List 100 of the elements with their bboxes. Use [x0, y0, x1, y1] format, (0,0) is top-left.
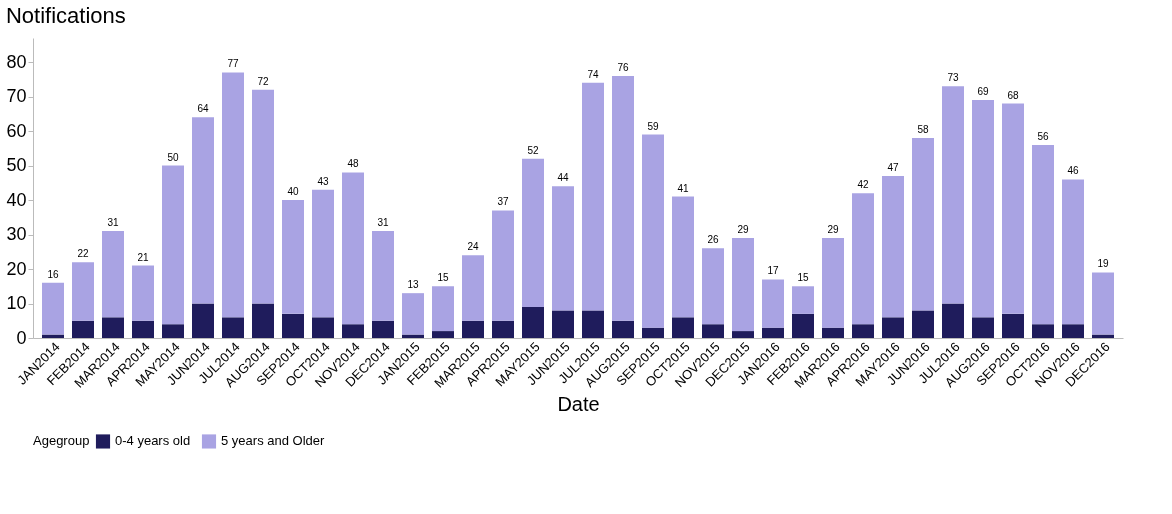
- bar: [642, 134, 664, 328]
- bar: [822, 238, 844, 328]
- bar: [642, 327, 664, 338]
- x-axis-title: Date: [557, 392, 600, 415]
- bar: [852, 324, 874, 338]
- bar: [792, 286, 814, 314]
- bar: [732, 331, 754, 338]
- bar: [432, 286, 454, 332]
- total-label: 13: [407, 279, 419, 291]
- bar: [192, 303, 214, 338]
- bar: [282, 313, 304, 338]
- bar: [432, 331, 454, 338]
- bar: [672, 317, 694, 338]
- bar: [342, 324, 364, 338]
- total-label: 41: [677, 182, 689, 194]
- total-label: 74: [587, 68, 599, 80]
- total-label: 52: [527, 144, 539, 156]
- total-label: 17: [767, 265, 779, 277]
- total-label: 50: [167, 151, 179, 163]
- total-label: 69: [977, 86, 989, 98]
- total-label: 29: [737, 224, 749, 235]
- bar: [1092, 272, 1114, 335]
- bar: [462, 320, 484, 338]
- bar: [612, 320, 634, 338]
- total-label: 48: [347, 158, 359, 170]
- bar: [882, 317, 904, 338]
- bar: [162, 324, 184, 338]
- bar: [252, 303, 274, 338]
- bar: [522, 306, 544, 338]
- bar: [162, 165, 184, 325]
- y-tick-label: 40: [6, 189, 27, 210]
- total-label: 40: [287, 186, 299, 198]
- y-tick-label: 10: [6, 293, 27, 314]
- bar: [1032, 324, 1054, 338]
- bar: [912, 310, 934, 338]
- bar: [492, 320, 514, 338]
- bar: [582, 82, 604, 311]
- bar: [552, 186, 574, 311]
- bar: [702, 248, 724, 325]
- total-label: 56: [1037, 130, 1049, 142]
- total-label: 73: [947, 72, 959, 84]
- bar: [1062, 324, 1084, 338]
- bar: [132, 265, 154, 321]
- total-label: 44: [557, 172, 569, 184]
- bar: [72, 320, 94, 338]
- bar: [192, 117, 214, 304]
- total-label: 19: [1097, 258, 1109, 270]
- bar: [402, 293, 424, 335]
- bar: [372, 231, 394, 321]
- total-label: 26: [707, 234, 719, 246]
- y-tick-label: 70: [6, 86, 27, 107]
- y-tick-label: 60: [6, 120, 27, 141]
- bar: [132, 320, 154, 338]
- bar: [312, 189, 334, 318]
- bar: [612, 75, 634, 321]
- total-label: 68: [1007, 89, 1019, 101]
- bar: [462, 255, 484, 321]
- total-label: 31: [377, 217, 389, 229]
- total-label: 59: [647, 120, 659, 132]
- total-label: 64: [197, 103, 209, 115]
- bar: [282, 200, 304, 314]
- total-label: 42: [857, 179, 869, 191]
- y-tick-label: 80: [6, 51, 27, 72]
- bar: [1032, 144, 1054, 325]
- bar: [852, 193, 874, 325]
- total-label: 15: [437, 272, 449, 284]
- bar: [972, 317, 994, 338]
- total-label: 76: [617, 61, 629, 73]
- total-label: 43: [317, 175, 329, 187]
- bar: [762, 327, 784, 338]
- total-label: 58: [917, 124, 929, 135]
- bar: [942, 86, 964, 304]
- bar: [492, 210, 514, 321]
- total-label: 29: [827, 224, 839, 235]
- legend-label: 5 years and Older: [221, 433, 325, 449]
- legend-title: Agegroup: [33, 433, 90, 448]
- bar: [1002, 313, 1024, 338]
- bar: [102, 317, 124, 338]
- bar: [522, 158, 544, 307]
- total-label: 37: [497, 196, 509, 208]
- bar: [972, 100, 994, 318]
- bar: [552, 310, 574, 338]
- bar: [222, 317, 244, 338]
- bar: [222, 72, 244, 318]
- bar: [942, 303, 964, 338]
- bar: [762, 279, 784, 328]
- total-label: 22: [77, 248, 89, 260]
- y-tick-label: 50: [6, 155, 27, 176]
- total-label: 24: [467, 241, 479, 253]
- bar: [822, 327, 844, 338]
- bar: [1062, 179, 1084, 325]
- total-label: 16: [47, 268, 59, 280]
- bar: [252, 89, 274, 304]
- chart-title: Notifications: [5, 3, 126, 28]
- y-tick-label: 0: [16, 327, 27, 348]
- y-tick-label: 20: [6, 258, 27, 279]
- bar: [72, 262, 94, 321]
- total-label: 15: [797, 272, 809, 284]
- bar: [42, 282, 64, 335]
- bar: [882, 175, 904, 318]
